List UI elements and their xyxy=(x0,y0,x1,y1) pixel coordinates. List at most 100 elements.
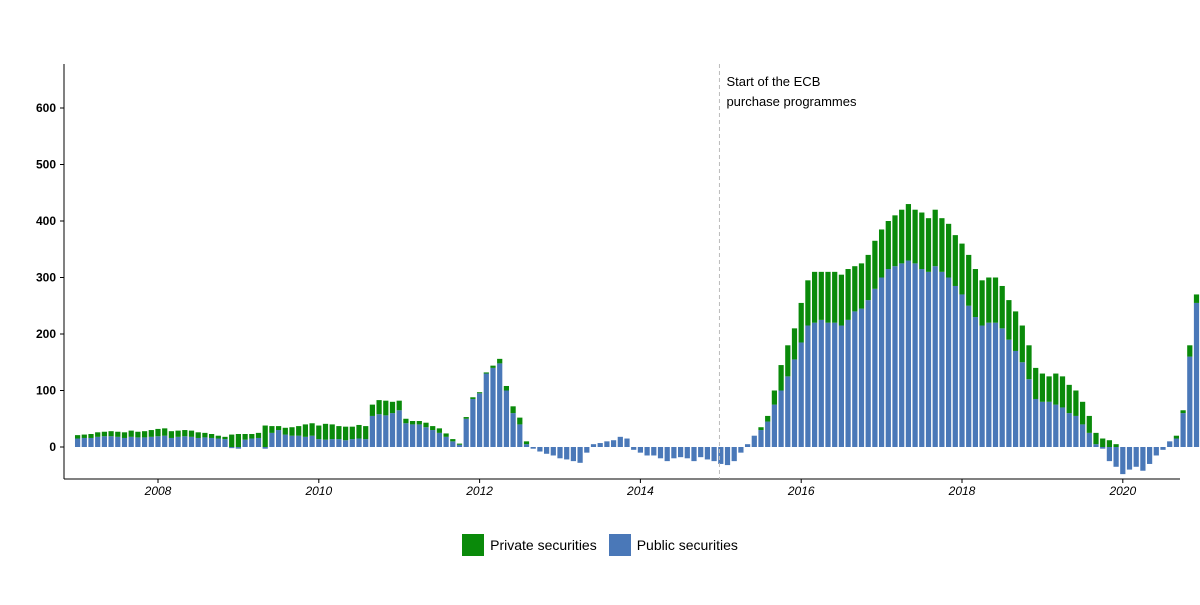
bar-public-125 xyxy=(912,263,918,447)
bar-public-17 xyxy=(188,436,195,447)
bar-private-122 xyxy=(892,215,898,267)
bar-private-165 xyxy=(1180,410,1186,414)
axes-layer: 0 100 200 300 400 500 600 2008 2010 2012 2014 2016 2… xyxy=(36,64,1180,498)
bar-public-103 xyxy=(765,421,771,447)
bar-private-49 xyxy=(403,418,409,424)
bar-private-33 xyxy=(296,426,302,436)
bar-public-137 xyxy=(992,322,999,447)
bar-private-127 xyxy=(925,218,932,272)
bar-public-132 xyxy=(959,294,965,447)
bar-private-9 xyxy=(135,431,141,438)
bar-public-84 xyxy=(637,447,644,453)
bar-public-126 xyxy=(919,269,925,447)
bar-private-125 xyxy=(912,209,918,264)
bar-public-119 xyxy=(872,288,878,447)
bar-private-64 xyxy=(503,385,510,391)
bar-private-26 xyxy=(249,434,255,439)
bar-public-147 xyxy=(1059,407,1066,447)
bar-public-83 xyxy=(631,447,637,450)
bar-private-128 xyxy=(932,209,938,267)
annotation-layer: Start of the ECB purchase programmes xyxy=(718,64,857,479)
bar-public-26 xyxy=(249,438,255,447)
y-tick-label-1: 100 xyxy=(36,384,56,398)
bar-public-86 xyxy=(651,447,657,456)
bar-public-127 xyxy=(925,271,932,447)
bar-private-2 xyxy=(88,434,94,438)
bar-private-44 xyxy=(369,404,376,416)
bar-public-96 xyxy=(718,447,724,464)
bar-private-34 xyxy=(302,424,309,437)
bar-public-164 xyxy=(1173,438,1180,447)
bar-private-39 xyxy=(336,426,342,440)
bar-public-130 xyxy=(945,277,952,447)
bar-public-154 xyxy=(1106,447,1113,462)
bar-public-55 xyxy=(443,436,449,447)
bar-public-131 xyxy=(952,285,958,447)
bar-public-76 xyxy=(584,447,590,453)
bar-private-25 xyxy=(242,434,248,440)
x-tick-label-4: 2016 xyxy=(787,484,815,498)
bar-private-3 xyxy=(95,432,101,437)
bar-public-62 xyxy=(490,367,496,447)
bar-public-27 xyxy=(255,437,262,447)
bar-public-75 xyxy=(577,447,583,463)
bar-public-11 xyxy=(148,436,154,447)
bar-public-20 xyxy=(208,437,215,447)
y-tick-label-0: 0 xyxy=(49,440,56,454)
bar-public-10 xyxy=(141,437,148,447)
bar-private-153 xyxy=(1100,438,1106,447)
legend-item-public: Public securities xyxy=(608,534,738,556)
bar-public-133 xyxy=(966,305,972,447)
bar-public-82 xyxy=(624,438,630,447)
bar-public-90 xyxy=(677,447,684,458)
bar-public-107 xyxy=(791,359,798,447)
bar-public-165 xyxy=(1180,413,1186,447)
bar-private-6 xyxy=(115,431,121,437)
bar-public-35 xyxy=(309,435,315,447)
bar-private-52 xyxy=(423,422,429,428)
bar-private-117 xyxy=(858,263,865,309)
bar-public-14 xyxy=(168,437,175,447)
legend-swatch-private xyxy=(462,534,485,556)
bar-private-144 xyxy=(1039,373,1046,402)
bar-private-40 xyxy=(342,426,349,441)
bar-public-22 xyxy=(222,439,228,447)
bar-public-136 xyxy=(986,322,992,447)
bar-public-63 xyxy=(497,363,503,447)
bar-public-159 xyxy=(1140,447,1146,471)
bar-private-29 xyxy=(269,426,275,433)
bar-private-43 xyxy=(363,426,369,440)
bar-private-146 xyxy=(1053,373,1059,405)
bar-public-141 xyxy=(1019,362,1025,447)
bar-private-136 xyxy=(986,277,992,323)
bar-private-151 xyxy=(1086,415,1092,433)
bar-public-156 xyxy=(1120,447,1126,475)
bar-private-104 xyxy=(771,390,778,405)
bar-public-139 xyxy=(1006,339,1012,447)
bar-public-7 xyxy=(121,437,128,447)
bar-public-70 xyxy=(543,447,550,454)
bar-public-33 xyxy=(296,435,302,447)
bar-private-149 xyxy=(1073,390,1079,416)
bar-public-38 xyxy=(329,439,335,447)
bar-public-46 xyxy=(383,415,389,447)
bar-public-54 xyxy=(436,432,443,447)
bar-public-161 xyxy=(1153,447,1159,456)
bar-public-28 xyxy=(262,447,268,449)
bar-private-53 xyxy=(430,426,436,431)
bar-public-157 xyxy=(1126,447,1133,470)
bar-private-37 xyxy=(322,423,329,440)
bar-public-57 xyxy=(456,444,463,447)
bar-public-148 xyxy=(1066,413,1072,447)
bar-public-124 xyxy=(905,260,912,447)
bar-public-64 xyxy=(503,390,510,447)
bar-private-116 xyxy=(852,266,858,312)
bar-private-147 xyxy=(1059,376,1066,408)
bar-private-126 xyxy=(919,212,925,270)
bar-public-58 xyxy=(463,418,469,447)
bar-private-141 xyxy=(1019,325,1025,363)
bar-public-89 xyxy=(671,447,677,459)
bar-public-31 xyxy=(282,434,288,447)
annotation-text-line1: Start of the ECB xyxy=(726,74,820,89)
bar-private-112 xyxy=(825,271,831,323)
